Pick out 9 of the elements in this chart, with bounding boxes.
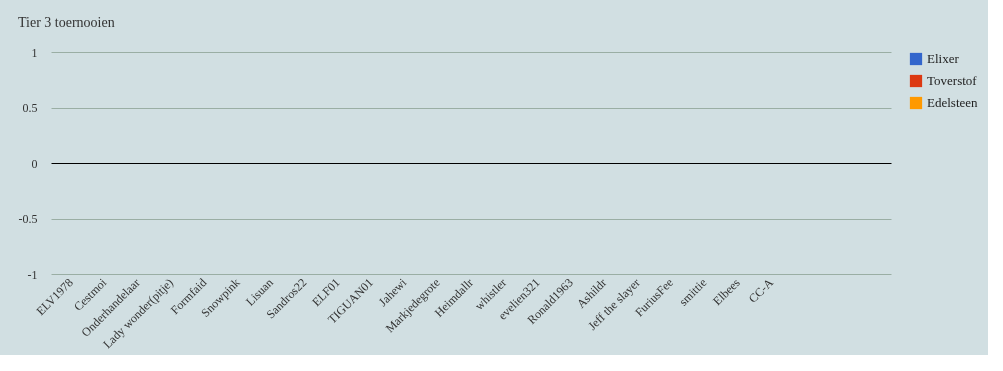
y-tick-label: -0.5 [18, 212, 38, 226]
y-tick-label: 0.5 [22, 101, 38, 115]
y-tick-label: 0 [31, 156, 38, 171]
chart-title: Tier 3 toernooien [18, 15, 115, 30]
legend-label: Elixer [927, 51, 960, 66]
legend-label: Toverstof [927, 73, 978, 88]
y-tick-label: 1 [31, 45, 38, 60]
legend-label: Edelsteen [927, 95, 979, 110]
y-tick-label: -1 [27, 267, 38, 282]
